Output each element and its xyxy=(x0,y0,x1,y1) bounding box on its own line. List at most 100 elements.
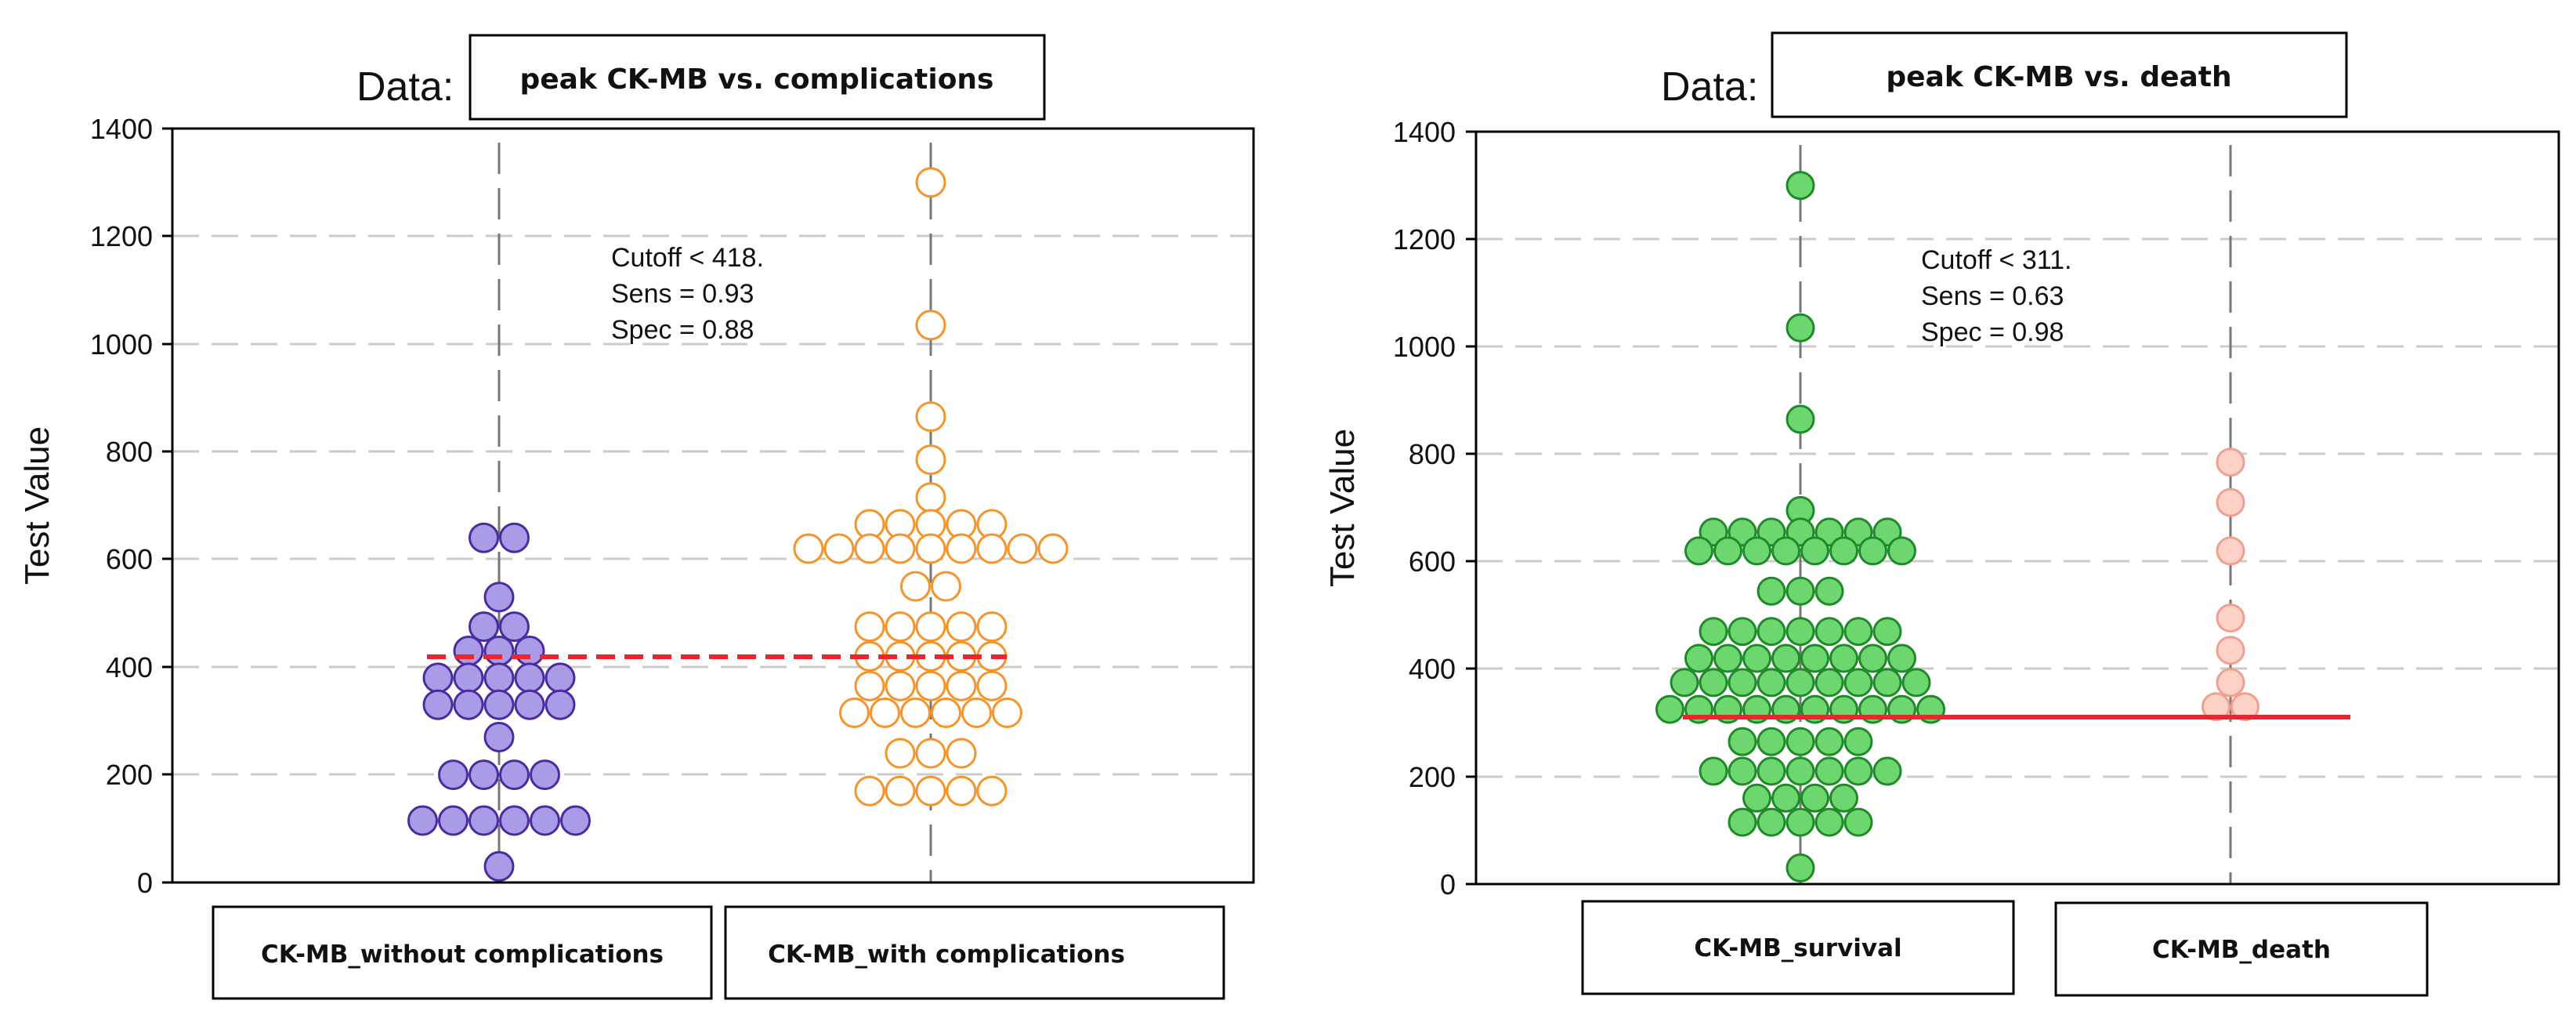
left-series-0-point-17 xyxy=(545,689,576,720)
right-series-0-point-33 xyxy=(1800,643,1829,673)
left-series-1-point-14 xyxy=(915,533,946,564)
right-annotation-spec: Spec = 0.98 xyxy=(1921,317,2064,347)
left-category-box-0 xyxy=(212,905,713,1000)
left-series-1-point-17 xyxy=(1007,533,1038,564)
left-series-1-point-45 xyxy=(854,775,885,806)
right-series-0-point-38 xyxy=(1699,668,1728,698)
left-data-label: Data: xyxy=(356,64,454,110)
right-series-0-point-41 xyxy=(1785,668,1815,698)
left-y-tick-label-800: 800 xyxy=(106,436,153,468)
left-annotation-sens: Sens = 0.93 xyxy=(611,279,754,309)
left-category-label-1: CK-MB_with complications xyxy=(768,940,1125,969)
right-series-0-point-70 xyxy=(1800,783,1829,813)
right-y-tick-label-800: 800 xyxy=(1409,438,1456,470)
left-series-1-point-46 xyxy=(885,775,916,806)
right-series-0-point-28 xyxy=(1872,617,1902,647)
right-series-0-point-18 xyxy=(1887,536,1916,566)
left-series-1-point-48 xyxy=(946,775,977,806)
left-series-1-point-40 xyxy=(961,698,992,728)
left-series-1-point-23 xyxy=(915,611,946,643)
left-series-0-point-6 xyxy=(483,636,515,666)
left-series-1-point-37 xyxy=(870,698,900,728)
left-y-tick-label-1400: 1400 xyxy=(90,113,153,145)
right-category-box-1 xyxy=(2054,901,2429,997)
left-series-0-point-9 xyxy=(453,662,484,694)
right-series-0-point-35 xyxy=(1858,643,1887,673)
left-series-0-point-3 xyxy=(469,611,499,643)
left-series-1-point-13 xyxy=(885,533,916,564)
left-series-0-point-15 xyxy=(483,689,515,720)
left-y-tick-label-400: 400 xyxy=(106,651,153,683)
right-series-0-point-57 xyxy=(1757,727,1786,756)
left-series-0-point-23 xyxy=(407,805,438,836)
right-series-0-point-69 xyxy=(1771,783,1800,813)
right-category-label-1: CK-MB_death xyxy=(2152,936,2331,964)
left-title-box xyxy=(469,34,1046,121)
left-series-0-point-21 xyxy=(499,759,530,791)
left-category-label-0: CK-MB_without complications xyxy=(261,940,664,969)
left-series-1-point-0 xyxy=(915,167,946,198)
left-series-1-point-33 xyxy=(915,670,946,701)
right-series-0-point-13 xyxy=(1742,536,1771,566)
right-series-0-point-68 xyxy=(1742,783,1771,813)
right-series-0-point-77 xyxy=(1785,853,1815,882)
right-series-0-point-14 xyxy=(1771,536,1800,566)
left-series-0-point-22 xyxy=(530,759,560,791)
left-y-tick-label-1000: 1000 xyxy=(90,328,153,361)
right-series-0-point-43 xyxy=(1843,668,1873,698)
right-series-0-point-24 xyxy=(1757,617,1786,647)
right-series-0-point-12 xyxy=(1713,536,1742,566)
left-series-0-point-27 xyxy=(530,805,560,836)
left-plot-frame xyxy=(171,127,1255,884)
left-series-0-point-16 xyxy=(514,689,545,720)
right-series-0-point-59 xyxy=(1814,727,1844,756)
left-series-0-point-28 xyxy=(560,805,591,836)
right-y-axis: 0 200 400 600 800 1000 1200 1400 xyxy=(1393,116,1476,901)
left-series-0-point-12 xyxy=(545,662,576,694)
left-y-tick-label-600: 600 xyxy=(106,543,153,575)
left-series-0-point-13 xyxy=(422,689,454,720)
left-series-1-point-2 xyxy=(915,401,946,433)
left-series-1-point-11 xyxy=(823,533,855,564)
left-series-0-point-7 xyxy=(514,636,545,666)
left-series-1-point-1 xyxy=(915,310,946,341)
right-series-1-point-4 xyxy=(2216,636,2245,665)
right-series-0-point-21 xyxy=(1814,576,1844,606)
right-y-tick-label-1400: 1400 xyxy=(1393,116,1456,148)
left-panel: Data: peak CK-MB vs. complications 0 xyxy=(18,34,1255,1000)
left-chart-title: peak CK-MB vs. complications xyxy=(520,63,994,96)
right-series-0-point-44 xyxy=(1872,668,1902,698)
right-series-0-point-25 xyxy=(1785,617,1815,647)
left-series-1-point-42 xyxy=(885,738,916,769)
right-y-axis-title: Test Value xyxy=(1323,429,1362,587)
right-series-0-point-64 xyxy=(1785,756,1815,786)
left-series-0-point-0 xyxy=(469,522,499,553)
right-panel: Data: peak CK-MB vs. death 0 200 xyxy=(1323,31,2560,997)
right-series-0-point-65 xyxy=(1814,756,1844,786)
left-series-0-point-25 xyxy=(469,805,499,836)
right-series-0-point-45 xyxy=(1901,668,1931,698)
right-series-0-point-60 xyxy=(1843,727,1873,756)
right-plot-frame xyxy=(1474,130,2560,886)
right-series-0-point-19 xyxy=(1757,576,1786,606)
right-series-0-point-30 xyxy=(1713,643,1742,673)
right-series-0-point-61 xyxy=(1699,756,1728,786)
right-series-0-point-66 xyxy=(1843,756,1873,786)
right-series-0-point-75 xyxy=(1814,807,1844,837)
right-category-label-0: CK-MB_survival xyxy=(1694,934,1901,962)
left-series-1-point-18 xyxy=(1037,533,1069,564)
right-title-box xyxy=(1771,31,2348,118)
left-series-1-point-49 xyxy=(976,775,1008,806)
right-series-0-point-40 xyxy=(1757,668,1786,698)
right-series-0-point-62 xyxy=(1728,756,1757,786)
right-series-0-point-27 xyxy=(1843,617,1873,647)
left-series-0-point-4 xyxy=(499,611,530,643)
right-series-0-point-0 xyxy=(1785,171,1815,201)
right-series-1-point-5 xyxy=(2216,668,2245,698)
left-series-1-point-15 xyxy=(946,533,977,564)
left-category-box-1 xyxy=(724,905,1225,1000)
right-series-1-point-2 xyxy=(2216,536,2245,566)
left-y-axis: 0 200 400 600 800 1000 1200 1400 xyxy=(90,113,172,899)
right-series-0-point-20 xyxy=(1785,576,1815,606)
left-dots xyxy=(407,167,1069,882)
